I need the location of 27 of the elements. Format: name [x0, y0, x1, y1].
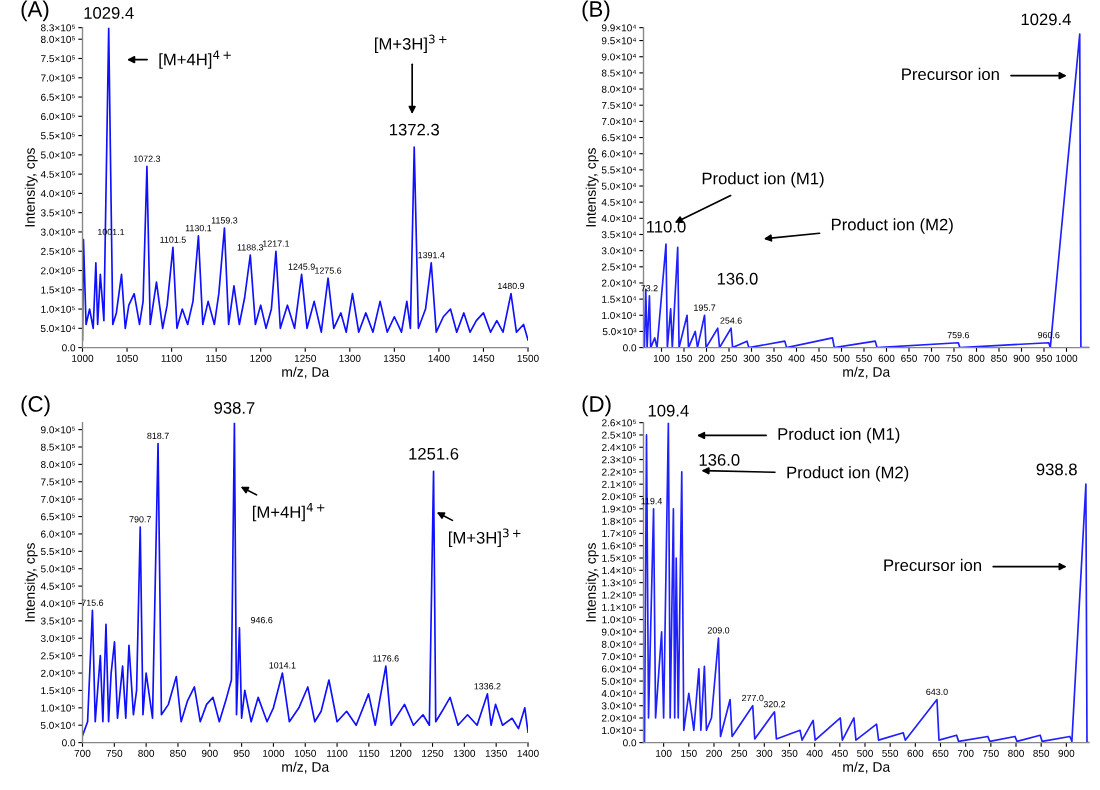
- annotation: [M+3H]$^{3+}$: [375, 34, 447, 54]
- line-series: [82, 422, 528, 737]
- annotation: 938.8: [1036, 463, 1077, 476]
- annotation: 1372.3: [390, 123, 439, 136]
- annotation: 1251.6: [409, 447, 459, 460]
- annotation: [M+3H]$^{3+}$: [449, 528, 521, 547]
- annotation: 110.0: [647, 220, 686, 233]
- annotation: Precursor ion: [902, 67, 999, 81]
- annotation: 109.4: [648, 404, 689, 417]
- chart-title: (D): [582, 395, 611, 417]
- annotation: [M+4H]$^{4+}$: [159, 50, 231, 69]
- annotation: Product ion (M1): [702, 172, 824, 188]
- annotation: Precursor ion: [884, 558, 981, 572]
- annotation: Product ion (M1): [778, 427, 900, 444]
- annotation: 136.0: [699, 454, 740, 466]
- annotation: [M+4H]$^{4+}$: [252, 502, 325, 522]
- line-series: [82, 27, 528, 341]
- chart-title: (C): [21, 395, 50, 417]
- annotation: 938.7: [214, 402, 255, 414]
- chart-title: (A): [21, 0, 49, 22]
- chart-title: (B): [582, 0, 610, 22]
- line-series: [643, 422, 1089, 743]
- annotation: 1029.4: [1021, 13, 1071, 26]
- annotation: 1029.4: [84, 7, 134, 19]
- annotation: Product ion (M2): [831, 218, 953, 234]
- annotation: 136.0: [717, 272, 758, 285]
- annotation: Product ion (M2): [787, 466, 909, 482]
